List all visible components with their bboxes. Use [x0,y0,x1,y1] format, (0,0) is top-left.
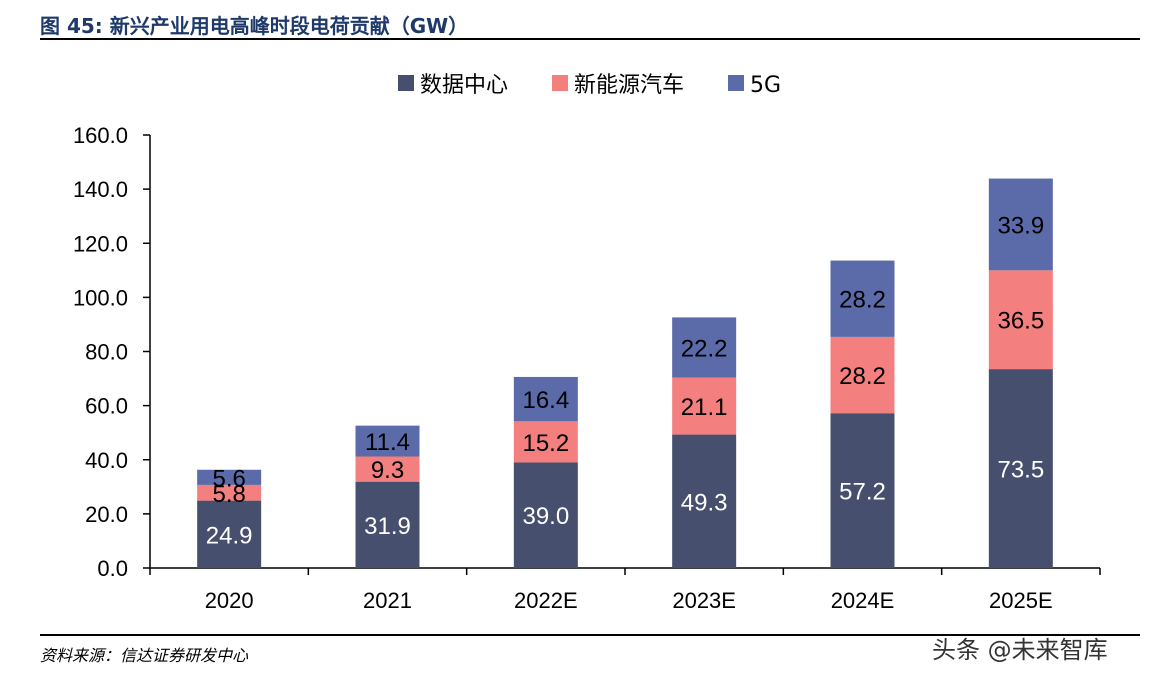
data-label: 31.9 [364,513,411,540]
data-label: 57.2 [839,479,886,506]
bar-segment [513,376,578,422]
source-bar: 资料来源：信达证券研发中心 [40,634,1140,665]
data-label: 11.4 [365,429,410,456]
legend-swatch [552,75,568,91]
bar-segment [988,369,1053,568]
bar-segment [513,462,578,568]
bar-segment [197,500,262,568]
x-tick-label: 2021 [363,588,412,613]
y-tick-label: 140.0 [73,177,128,202]
y-tick-label: 120.0 [73,231,128,256]
legend-label: 数据中心 [420,73,508,98]
bar-segment [355,481,420,568]
source-note: 资料来源：信达证券研发中心 [40,646,249,665]
y-tick-label: 20.0 [85,502,128,527]
bar-segment [513,421,578,463]
x-tick-label: 2025E [989,588,1053,613]
bar-segment [197,469,262,485]
bar-segment [988,178,1053,271]
y-tick-label: 80.0 [85,340,128,365]
bar-segment [672,377,737,435]
bar-segment [830,260,895,337]
data-label: 9.3 [371,457,404,484]
x-tick-label: 2024E [831,588,895,613]
data-label: 22.2 [681,335,728,362]
bar-segment [197,484,262,501]
title-bar: 图 45: 新兴产业用电高峰时段电荷贡献（GW） [40,8,1140,40]
x-tick-label: 2023E [672,588,736,613]
watermark: 头条 @未来智库 [932,636,1108,664]
data-label: 33.9 [997,212,1044,239]
bar-segment [355,425,420,457]
data-label: 28.2 [839,287,886,314]
data-label: 5.8 [212,481,245,508]
figure-title: 图 45: 新兴产业用电高峰时段电荷贡献（GW） [40,14,469,38]
data-label: 49.3 [681,489,728,516]
data-label: 39.0 [522,503,569,530]
data-label: 5.6 [212,465,245,492]
data-label: 16.4 [522,387,569,414]
data-label: 21.1 [681,394,728,421]
bar-segment [355,456,420,482]
x-tick-label: 2022E [514,588,578,613]
bar-segment [988,270,1053,370]
bar-segment [830,413,895,568]
y-tick-label: 100.0 [73,285,128,310]
data-label: 73.5 [997,457,1044,484]
bar-segment [830,336,895,414]
data-label: 36.5 [997,308,1044,335]
legend-swatch [728,75,744,91]
data-label: 28.2 [839,363,886,390]
data-label: 24.9 [206,522,253,549]
y-tick-label: 160.0 [73,123,128,148]
legend-label: 5G [750,73,781,98]
data-label: 15.2 [522,430,569,457]
bar-segment [672,317,737,378]
y-tick-label: 0.0 [97,556,128,581]
legend-swatch [398,75,414,91]
x-tick-label: 2020 [205,588,254,613]
bar-segment [672,434,737,568]
legend-label: 新能源汽车 [574,73,684,98]
y-tick-label: 40.0 [85,448,128,473]
y-tick-label: 60.0 [85,394,128,419]
